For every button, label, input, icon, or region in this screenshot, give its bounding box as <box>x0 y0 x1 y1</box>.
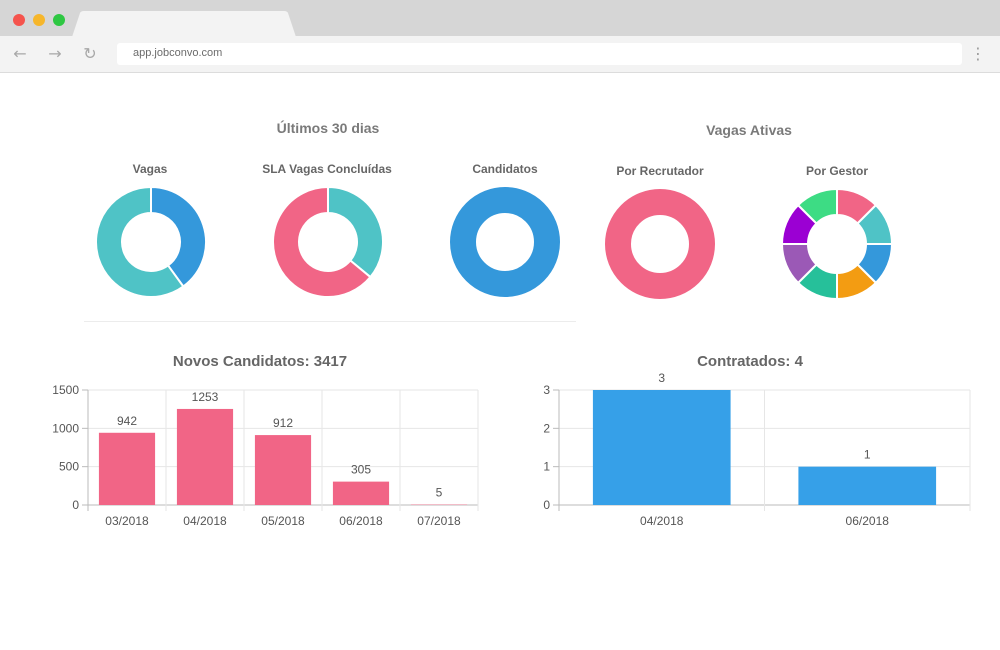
reload-icon[interactable]: ↻ <box>83 44 97 63</box>
bar-chart-new-candidates: 0 500 1000 1500 942 03/2018 1253 04/2018 912 05/2… <box>52 383 479 528</box>
y-tick-label: 1500 <box>52 383 79 397</box>
menu-dots-icon[interactable]: ⋮ <box>970 44 986 63</box>
bar-value-label: 305 <box>351 463 371 477</box>
y-tick-label: 1000 <box>52 421 79 435</box>
donut-chart-sla[interactable] <box>272 186 384 298</box>
donut-segment-0[interactable] <box>150 186 207 288</box>
x-tick-label: 06/2018 <box>339 514 383 528</box>
y-tick-label: 2 <box>543 421 550 435</box>
bar-05/2018[interactable] <box>254 435 312 505</box>
donut-segment-7[interactable] <box>796 188 838 225</box>
donut-label-por-recrutador: Por Recrutador <box>616 164 704 178</box>
bar-06/2018[interactable] <box>332 481 390 505</box>
forward-arrow-icon[interactable]: → <box>48 44 62 63</box>
y-tick-label: 1 <box>543 460 550 474</box>
donut-chart-candidatos[interactable] <box>449 186 561 298</box>
donut-segment-0[interactable] <box>605 189 715 299</box>
browser-tab[interactable] <box>72 11 296 37</box>
bar-value-label: 912 <box>273 416 293 430</box>
bar-value-label: 5 <box>436 486 443 500</box>
address-bar[interactable]: app.jobconvo.com <box>117 43 962 65</box>
section-title-active-jobs: Vagas Ativas <box>706 122 792 138</box>
bar-04/2018[interactable] <box>176 408 234 505</box>
x-tick-label: 04/2018 <box>183 514 227 528</box>
y-tick-label: 500 <box>59 460 79 474</box>
donut-label-vagas: Vagas <box>132 162 168 176</box>
maximize-window-button[interactable] <box>53 14 65 26</box>
address-text: app.jobconvo.com <box>133 47 223 59</box>
section-divider <box>84 321 576 322</box>
y-tick-label: 0 <box>543 498 550 512</box>
bar-03/2018[interactable] <box>98 432 156 505</box>
bar-value-label: 1 <box>864 448 871 462</box>
donut-segment-1[interactable] <box>272 186 372 298</box>
y-tick-label: 3 <box>543 383 550 397</box>
section-title-last-30-days: Últimos 30 dias <box>276 120 380 136</box>
donut-chart-por-recrutador[interactable] <box>604 188 716 300</box>
donut-label-sla: SLA Vagas Concluídas <box>262 162 392 176</box>
bar-value-label: 1253 <box>192 390 219 404</box>
x-tick-label: 07/2018 <box>417 514 461 528</box>
x-tick-label: 05/2018 <box>261 514 305 528</box>
chart-title-hired: Contratados: 4 <box>697 353 803 370</box>
donut-chart-vagas[interactable] <box>95 186 207 298</box>
x-tick-label: 06/2018 <box>846 514 890 528</box>
donut-segment-1[interactable] <box>95 186 185 298</box>
donut-segment-0[interactable] <box>450 187 560 297</box>
minimize-window-button[interactable] <box>33 14 45 26</box>
back-arrow-icon[interactable]: ← <box>13 44 27 63</box>
bar-value-label: 942 <box>117 414 137 428</box>
browser-chrome: ← → ↻ app.jobconvo.com ⋮ <box>0 0 1000 73</box>
chart-title-new-candidates: Novos Candidatos: 3417 <box>172 353 348 370</box>
x-tick-label: 03/2018 <box>105 514 149 528</box>
bar-value-label: 3 <box>658 371 665 385</box>
y-tick-label: 0 <box>72 498 79 512</box>
donut-chart-por-gestor[interactable] <box>781 188 893 300</box>
donut-label-candidatos: Candidatos <box>472 162 538 176</box>
x-tick-label: 04/2018 <box>640 514 684 528</box>
donut-segment-0[interactable] <box>327 186 384 279</box>
bar-06/2018[interactable] <box>798 466 937 505</box>
bar-04/2018[interactable] <box>592 390 731 505</box>
close-window-button[interactable] <box>13 14 25 26</box>
donut-label-por-gestor: Por Gestor <box>805 164 868 178</box>
browser-toolbar: ← → ↻ app.jobconvo.com ⋮ <box>0 36 1000 73</box>
bar-chart-hired: 0 1 2 3 3 04/2018 1 06/2018 <box>543 371 971 528</box>
